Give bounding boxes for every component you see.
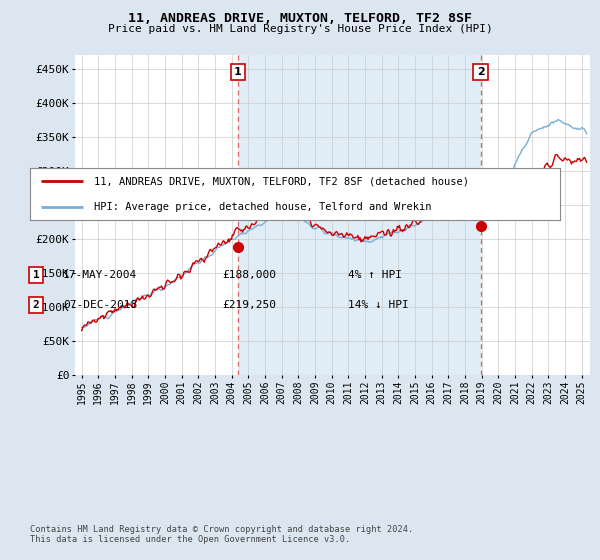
- Text: HPI: Average price, detached house, Telford and Wrekin: HPI: Average price, detached house, Telf…: [94, 202, 431, 212]
- Text: 07-DEC-2018: 07-DEC-2018: [63, 300, 137, 310]
- Text: 17-MAY-2004: 17-MAY-2004: [63, 270, 137, 280]
- Text: 2: 2: [32, 300, 40, 310]
- Text: 4% ↑ HPI: 4% ↑ HPI: [348, 270, 402, 280]
- Text: 11, ANDREAS DRIVE, MUXTON, TELFORD, TF2 8SF (detached house): 11, ANDREAS DRIVE, MUXTON, TELFORD, TF2 …: [94, 176, 469, 186]
- Text: £188,000: £188,000: [222, 270, 276, 280]
- Text: 2: 2: [476, 67, 484, 77]
- Text: 11, ANDREAS DRIVE, MUXTON, TELFORD, TF2 8SF: 11, ANDREAS DRIVE, MUXTON, TELFORD, TF2 …: [128, 12, 472, 25]
- Text: Price paid vs. HM Land Registry's House Price Index (HPI): Price paid vs. HM Land Registry's House …: [107, 24, 493, 34]
- Text: 1: 1: [234, 67, 242, 77]
- Text: 1: 1: [32, 270, 40, 280]
- Text: Contains HM Land Registry data © Crown copyright and database right 2024.
This d: Contains HM Land Registry data © Crown c…: [30, 525, 413, 544]
- Text: £219,250: £219,250: [222, 300, 276, 310]
- Text: 14% ↓ HPI: 14% ↓ HPI: [348, 300, 409, 310]
- Bar: [238, 55, 481, 375]
